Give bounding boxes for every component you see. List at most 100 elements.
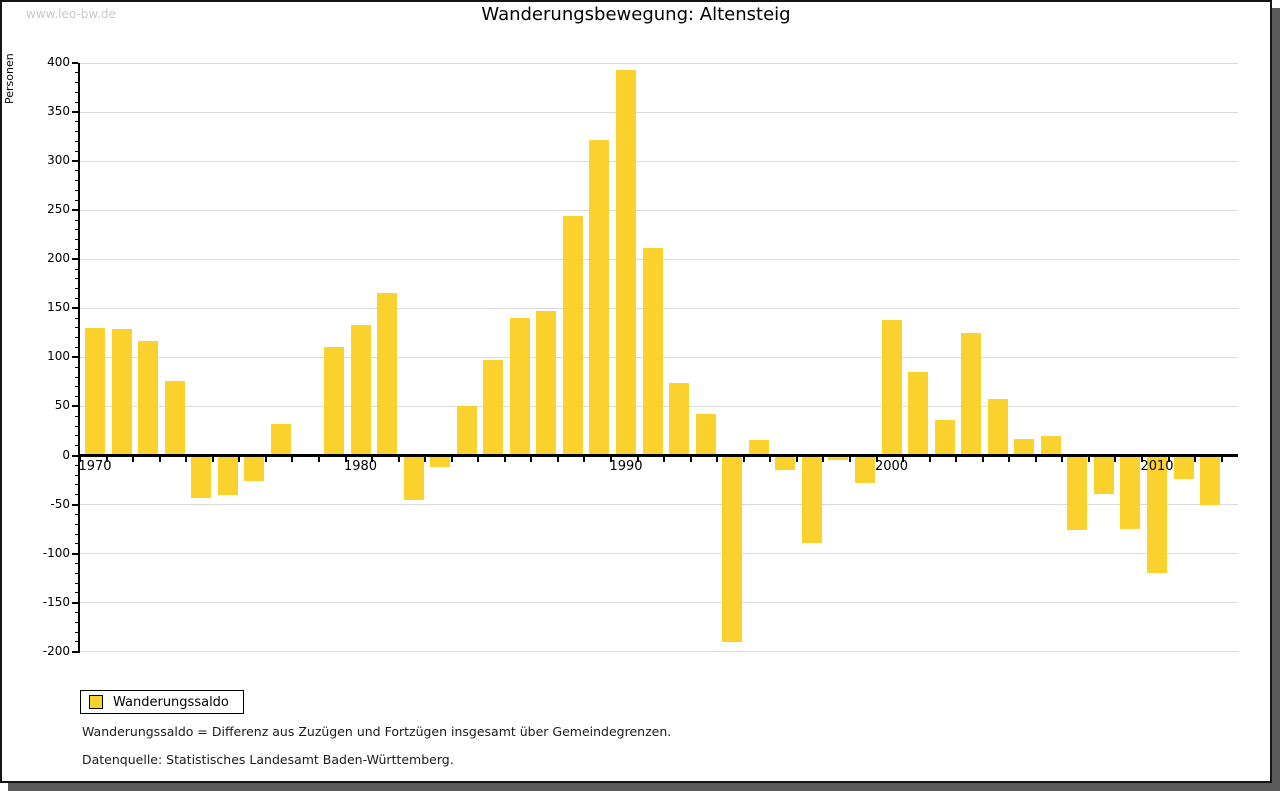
- x-tick-27: [795, 457, 798, 462]
- x-tick-38: [1087, 457, 1090, 462]
- bar-1977: [270, 424, 291, 456]
- x-tick-0: [79, 457, 81, 462]
- bar-1982: [403, 455, 424, 500]
- x-tick-17: [530, 457, 533, 462]
- bar-1983: [430, 455, 451, 468]
- bar-1979: [323, 346, 344, 456]
- y-minor-tick--170: [75, 621, 78, 623]
- x-axis-line: [78, 454, 1238, 457]
- x-tick-label-1970: 1970: [78, 459, 112, 474]
- x-tick-10: [344, 457, 347, 462]
- bar-2005: [1014, 438, 1035, 456]
- bar-2011: [1173, 455, 1194, 480]
- y-minor-tick--110: [75, 562, 78, 564]
- bar-2003: [961, 332, 982, 456]
- bar-1992: [669, 382, 690, 456]
- x-tick-label-1980: 1980: [343, 459, 378, 474]
- x-tick-19: [583, 457, 586, 462]
- bar-2012: [1200, 455, 1221, 505]
- x-tick-20: [610, 457, 612, 462]
- x-tick-39: [1114, 457, 1117, 462]
- x-tick-22: [663, 457, 666, 462]
- bar-1980: [350, 324, 371, 456]
- y-minor-tick--80: [75, 533, 78, 535]
- bar-1986: [509, 318, 530, 456]
- y-minor-tick-190: [75, 268, 78, 270]
- x-tick-28: [822, 457, 825, 462]
- bar-1974: [191, 455, 212, 498]
- y-minor-tick-110: [75, 347, 78, 349]
- y-minor-tick--140: [75, 592, 78, 594]
- x-tick-30: [875, 457, 878, 462]
- x-tick-14: [450, 457, 453, 462]
- x-tick-32: [928, 457, 931, 462]
- x-tick-24: [716, 457, 719, 462]
- gridline-300: [80, 160, 1238, 162]
- bar-1971: [111, 328, 132, 456]
- x-tick-16: [503, 457, 506, 462]
- gridline--50: [80, 504, 1238, 506]
- gridline-400: [80, 62, 1238, 64]
- y-minor-tick-30: [75, 425, 78, 427]
- gridline-350: [80, 111, 1238, 113]
- y-minor-tick-140: [75, 317, 78, 319]
- x-tick-4: [185, 457, 188, 462]
- y-minor-tick-290: [75, 170, 78, 172]
- x-tick-31: [902, 457, 905, 462]
- y-minor-tick-320: [75, 141, 78, 142]
- x-tick-label-1990: 1990: [609, 459, 643, 474]
- y-minor-tick--70: [75, 523, 78, 525]
- bar-2008: [1093, 455, 1114, 494]
- gridline--150: [80, 602, 1238, 604]
- y-minor-tick--120: [75, 572, 78, 574]
- y-major-tick-50: [72, 405, 78, 408]
- bar-1972: [138, 340, 159, 456]
- y-major-tick-100: [72, 356, 78, 359]
- bar-1973: [164, 380, 185, 456]
- y-major-tick--50: [72, 503, 78, 506]
- x-tick-18: [556, 457, 559, 462]
- y-major-tick-250: [72, 209, 78, 212]
- bar-2010: [1147, 455, 1167, 574]
- bar-1993: [695, 414, 716, 456]
- bar-1990: [616, 69, 636, 456]
- gridline-250: [80, 209, 1238, 211]
- y-minor-tick-390: [75, 72, 78, 74]
- x-tick-23: [689, 457, 692, 462]
- y-major-tick--150: [72, 601, 78, 604]
- x-tick-12: [397, 457, 400, 462]
- x-tick-43: [1220, 457, 1223, 462]
- footnote-source: Datenquelle: Statistisches Landesamt Bad…: [82, 752, 454, 767]
- y-tick-label-300: 300: [47, 153, 70, 168]
- y-minor-tick--20: [75, 474, 78, 476]
- y-tick-label-400: 400: [47, 55, 70, 69]
- y-tick-label-100: 100: [47, 349, 70, 364]
- y-minor-tick-10: [75, 445, 78, 447]
- x-tick-5: [211, 457, 214, 462]
- bar-1976: [244, 455, 265, 481]
- y-minor-tick-130: [75, 327, 78, 329]
- gridline--100: [80, 553, 1238, 555]
- legend: Wanderungssaldo: [80, 690, 244, 714]
- y-minor-tick-120: [75, 337, 78, 339]
- y-tick-label-150: 150: [47, 300, 70, 315]
- y-minor-tick-260: [75, 199, 78, 201]
- bar-1970: [85, 327, 105, 456]
- bar-1991: [642, 248, 663, 456]
- x-tick-34: [981, 457, 984, 462]
- y-tick-label--50: -50: [50, 496, 70, 511]
- y-minor-tick--180: [75, 631, 78, 633]
- bar-1981: [377, 292, 398, 456]
- y-minor-tick--130: [75, 582, 78, 584]
- y-minor-tick--30: [75, 484, 78, 486]
- y-minor-tick-270: [75, 190, 78, 192]
- bar-2000: [881, 320, 902, 456]
- y-minor-tick-380: [75, 82, 78, 84]
- y-minor-tick-170: [75, 288, 78, 290]
- y-minor-tick-20: [75, 435, 78, 437]
- y-minor-tick-230: [75, 229, 78, 231]
- x-tick-36: [1034, 457, 1037, 462]
- bar-2001: [908, 372, 929, 456]
- y-minor-tick-330: [75, 131, 78, 133]
